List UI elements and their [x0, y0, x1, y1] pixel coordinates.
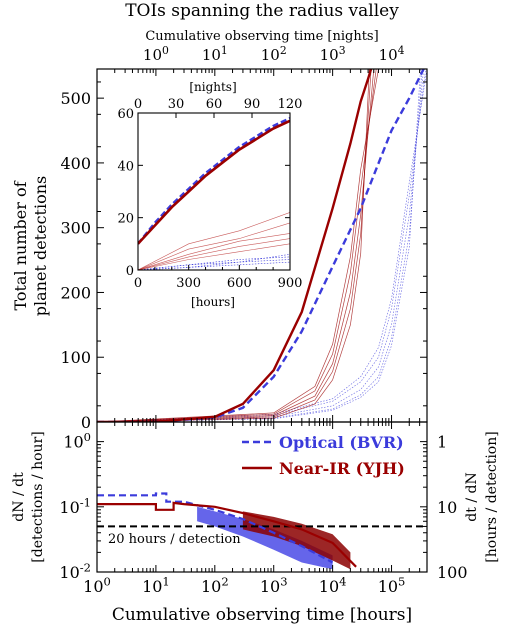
main-y-tick-label: 200 — [60, 283, 91, 302]
inset-top-tick-label: 120 — [278, 97, 303, 112]
nir-rate-line — [97, 501, 357, 568]
optical-realization-line — [97, 69, 423, 422]
legend: Optical (BVR) Near-IR (YJH) — [242, 433, 405, 478]
inset-x-tick-label: 0 — [134, 276, 142, 291]
inset-top-tick-label: 30 — [168, 97, 185, 112]
rate-y-tick-label: 10-1 — [59, 495, 91, 516]
main-top-tick-label: 103 — [320, 44, 346, 64]
inset-plot-area — [138, 117, 290, 270]
inset-optical-realization — [138, 254, 290, 270]
inset-top-tick-label: 0 — [134, 97, 142, 112]
rate-x-axis-label: Cumulative observing time [hours] — [112, 605, 412, 625]
inset-top-tick-label: 60 — [206, 97, 223, 112]
optical-realization-line — [97, 69, 421, 422]
main-y-tick-label: 400 — [60, 154, 91, 173]
inset-y-tick-label: 40 — [117, 159, 134, 174]
rate-x-tick-label: 105 — [378, 575, 406, 596]
inset-x-tick-label: 300 — [176, 276, 201, 291]
rate-x-tick-label: 100 — [83, 575, 111, 596]
rate-x-tick-label: 102 — [201, 575, 229, 596]
optical-series-line — [97, 69, 425, 422]
inset-nir-line — [138, 119, 290, 245]
inset-y-tick-label: 0 — [126, 264, 134, 279]
rate-right-tick-label: 10 — [437, 498, 457, 517]
main-y-tick-label: 0 — [81, 413, 91, 432]
inset-y-tick-label: 20 — [117, 212, 134, 227]
nir-series-line — [97, 69, 373, 422]
rate-y-axis-label: [detections / hour] — [30, 431, 46, 562]
rate-x-tick-label: 104 — [319, 575, 347, 596]
rate-y-tick-label: 100 — [63, 430, 91, 451]
main-y-tick-label: 300 — [60, 219, 91, 238]
rate-y-tick-label: 10-2 — [59, 561, 91, 582]
main-y-tick-label: 100 — [60, 348, 91, 367]
rate-right-axis-label: dt / dN — [464, 472, 480, 521]
inset-panel: 0 300 600 900 0 30 60 90 120 0 20 40 60 [nights] [hour… — [117, 80, 302, 309]
inset-nir-realization — [138, 238, 290, 270]
main-y-axis-label: Total number of — [11, 180, 30, 310]
inset-x-tick-label: 600 — [227, 276, 252, 291]
main-top-tick-label: 100 — [143, 44, 169, 64]
inset-optical-realization — [138, 259, 290, 270]
inset-nir-realization — [138, 243, 290, 270]
inset-nir-realization — [138, 233, 290, 270]
threshold-label: 20 hours / detection — [108, 532, 241, 547]
inset-nir-realization — [138, 212, 290, 270]
main-top-tick-label: 102 — [261, 44, 287, 64]
rate-axes-frame — [96, 421, 428, 573]
nir-rate-scatter-band — [242, 511, 351, 570]
nir-realization-line — [97, 69, 379, 422]
main-top-tick-label: 101 — [202, 44, 228, 64]
rate-right-tick-label: 100 — [437, 563, 468, 582]
rate-plot-area — [97, 492, 427, 570]
main-y-tick-label: 500 — [60, 89, 91, 108]
inset-background — [138, 113, 290, 270]
main-top-axis-label: Cumulative observing time [nights] — [145, 29, 378, 44]
inset-y-tick-label: 60 — [117, 107, 134, 122]
chart-title: TOIs spanning the radius valley — [125, 1, 399, 21]
rate-panel: 100 101 102 103 104 105 10-2 10-1 100 1 10 100 20 ho… — [11, 421, 500, 625]
nir-realization-line — [97, 69, 377, 422]
rate-right-tick-label: 1 — [437, 433, 447, 452]
rate-x-tick-label: 103 — [260, 575, 288, 596]
optical-realization-line — [97, 69, 427, 422]
rate-y-axis-label: dN / dt — [11, 472, 27, 522]
optical-rate-scatter-band — [197, 506, 333, 570]
inset-x-axis-label: [hours] — [191, 295, 235, 309]
inset-x-tick-label: 900 — [278, 276, 303, 291]
legend-label: Optical (BVR) — [279, 433, 404, 452]
main-y-axis-label: planet detections — [31, 176, 50, 316]
rate-x-tick-label: 101 — [142, 575, 170, 596]
legend-label: Near-IR (YJH) — [279, 459, 405, 478]
rate-right-axis-label: [hours / detection] — [484, 431, 500, 562]
optical-rate-line — [97, 492, 334, 564]
inset-optical-line — [138, 117, 290, 245]
inset-top-tick-label: 90 — [244, 97, 261, 112]
inset-nir-realization — [138, 222, 290, 270]
inset-top-axis-label: [nights] — [189, 80, 236, 94]
main-top-tick-label: 104 — [379, 44, 405, 64]
